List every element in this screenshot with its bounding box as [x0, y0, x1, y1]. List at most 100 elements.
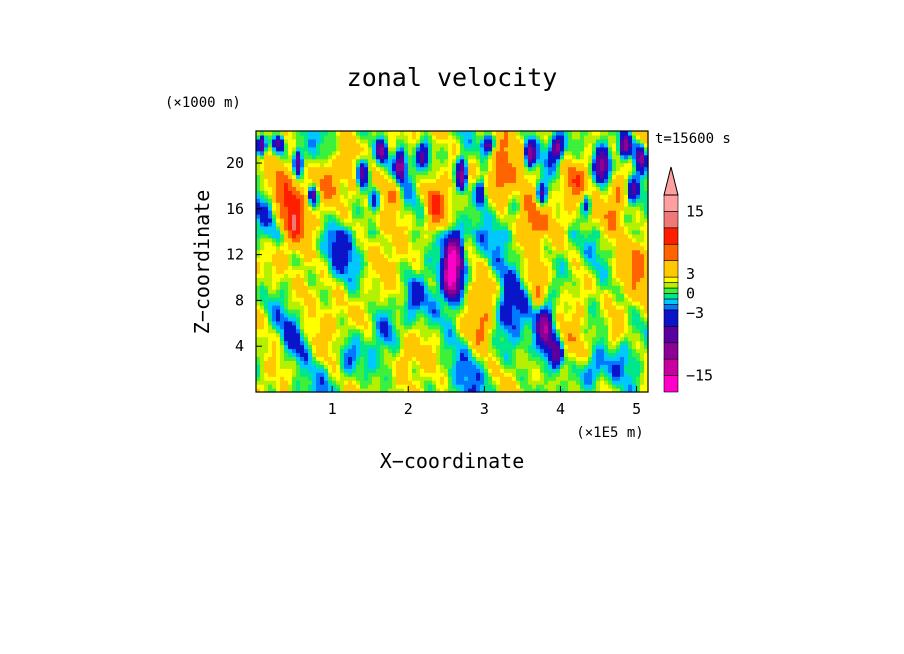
field-cell [628, 253, 633, 259]
field-cell [428, 277, 433, 282]
field-cell [420, 316, 425, 322]
field-cell [568, 376, 573, 381]
field-cell [480, 293, 485, 298]
field-cell [280, 356, 285, 361]
field-cell [372, 210, 377, 215]
field-cell [452, 312, 457, 318]
field-cell [480, 297, 485, 302]
field-cell [344, 214, 349, 219]
field-cell [640, 221, 645, 227]
field-cell [440, 281, 445, 286]
field-cell [332, 312, 337, 318]
field-cell [476, 320, 481, 326]
field-cell [448, 344, 453, 350]
field-cell [280, 277, 285, 282]
field-cell [540, 233, 545, 239]
field-cell [620, 214, 625, 219]
field-cell [612, 316, 617, 322]
field-cell [412, 206, 417, 211]
field-cell [604, 332, 609, 338]
field-cell [456, 245, 461, 251]
field-cell [624, 301, 629, 306]
field-cell [496, 214, 501, 219]
field-cell [512, 308, 517, 314]
field-cell [576, 269, 581, 274]
field-cell [504, 336, 509, 342]
field-cell [496, 221, 501, 227]
field-cell [508, 332, 513, 338]
field-cell [596, 308, 601, 314]
field-cell [256, 356, 261, 361]
field-cell [312, 265, 317, 270]
field-cell [296, 210, 301, 215]
field-cell [304, 221, 309, 227]
field-cell [256, 257, 261, 263]
field-cell [624, 265, 629, 270]
field-cell [304, 388, 309, 393]
field-cell [424, 384, 429, 389]
field-cell [280, 320, 285, 326]
field-cell [348, 273, 353, 278]
field-cell [564, 301, 569, 306]
field-cell [516, 340, 521, 346]
field-cell [524, 336, 529, 342]
field-cell [296, 324, 301, 330]
field-cell [448, 190, 453, 195]
field-cell [496, 218, 501, 223]
field-cell [520, 233, 525, 239]
field-cell [632, 249, 637, 255]
field-cell [612, 249, 617, 255]
field-cell [440, 202, 445, 207]
field-cell [464, 206, 469, 211]
field-cell [480, 289, 485, 294]
field-cell [504, 210, 509, 215]
field-cell [636, 194, 641, 199]
field-cell [436, 388, 441, 393]
field-cell [404, 190, 409, 195]
field-cell [540, 312, 545, 318]
field-cell [612, 233, 617, 239]
field-cell [384, 190, 389, 195]
field-cell [492, 305, 497, 310]
field-cell [568, 297, 573, 302]
field-cell [424, 388, 429, 393]
field-cell [344, 340, 349, 346]
field-cell [296, 233, 301, 239]
field-cell [380, 293, 385, 298]
field-cell [284, 198, 289, 203]
field-cell [456, 229, 461, 235]
field-cell [340, 245, 345, 251]
field-cell [416, 281, 421, 286]
field-cell [556, 360, 561, 365]
field-cell [636, 210, 641, 215]
field-cell [488, 206, 493, 211]
field-cell [316, 225, 321, 231]
field-cell [376, 210, 381, 215]
field-cell [632, 206, 637, 211]
field-cell [564, 257, 569, 263]
field-cell [388, 265, 393, 270]
field-cell [532, 285, 537, 290]
field-cell [276, 324, 281, 330]
field-cell [612, 273, 617, 278]
field-cell [404, 225, 409, 231]
field-cell [464, 360, 469, 365]
field-cell [328, 245, 333, 251]
field-cell [492, 324, 497, 330]
field-cell [364, 305, 369, 310]
field-cell [308, 344, 313, 350]
field-cell [364, 210, 369, 215]
field-cell [312, 253, 317, 259]
field-cell [408, 273, 413, 278]
field-cell [372, 308, 377, 314]
field-cell [324, 281, 329, 286]
field-cell [612, 221, 617, 227]
field-cell [268, 376, 273, 381]
field-cell [544, 328, 549, 334]
field-cell [316, 340, 321, 346]
field-cell [268, 206, 273, 211]
field-cell [424, 348, 429, 354]
field-cell [316, 297, 321, 302]
field-cell [424, 340, 429, 346]
field-cell [488, 352, 493, 357]
